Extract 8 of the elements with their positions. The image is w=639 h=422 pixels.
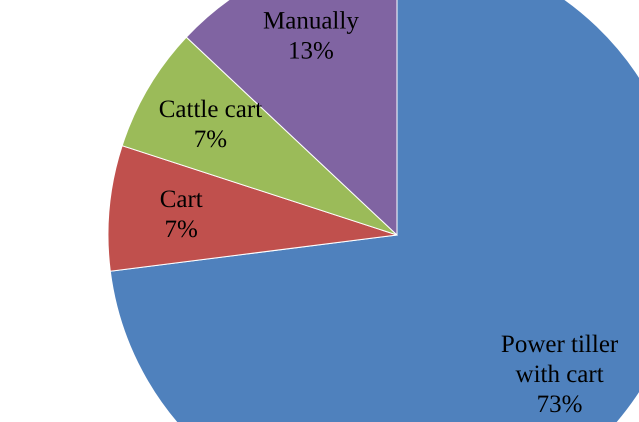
slice-label: Cart [160, 186, 203, 214]
slice-label: Power tiller with cart [500, 331, 619, 388]
data-label: 7% [194, 126, 228, 154]
data-label: 7% [164, 216, 198, 244]
data-label: 13% [288, 38, 334, 65]
data-label: 73% [536, 391, 582, 418]
slice-label: Manually [263, 8, 360, 35]
slice-label: Cattle cart [158, 96, 262, 124]
